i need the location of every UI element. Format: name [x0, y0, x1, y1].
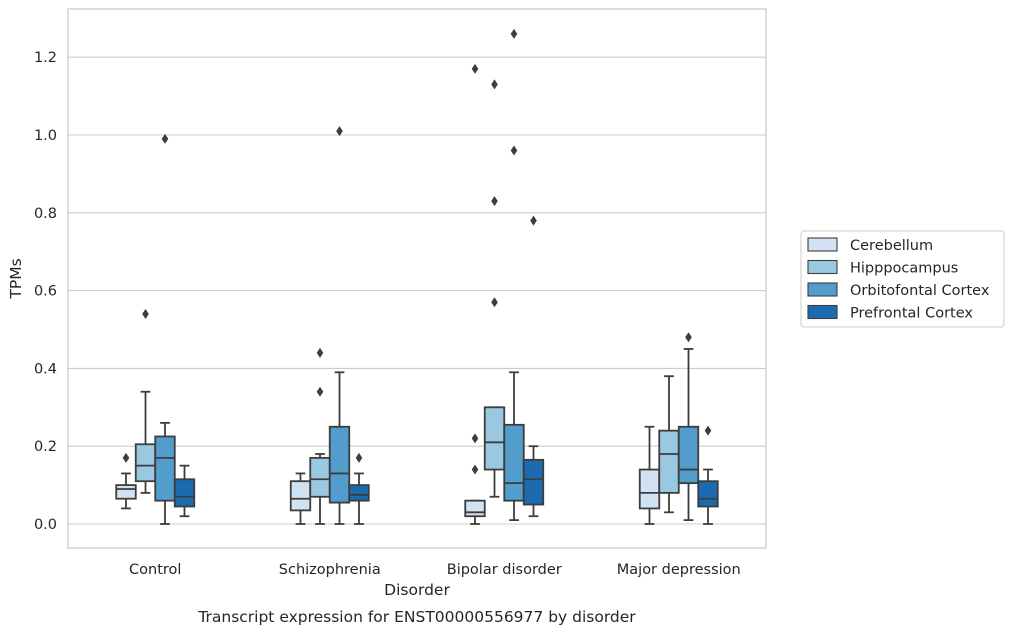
box-hipppocampus	[483, 79, 506, 498]
box-iqr	[348, 484, 370, 502]
y-tick-label: 0.4	[34, 361, 57, 377]
box-orbitofontal-cortex	[677, 332, 700, 522]
outlier-point	[336, 126, 343, 137]
box-iqr	[697, 480, 719, 508]
box-plot-series	[115, 28, 719, 525]
box-iqr	[658, 429, 680, 494]
outlier-point	[122, 452, 130, 463]
legend-items: Cerebellum Hipppocampus Orbitofontal Corte…	[807, 237, 990, 322]
outlier-point	[471, 433, 479, 444]
box-iqr	[115, 484, 137, 500]
box-prefrontal-cortex	[522, 215, 545, 518]
y-tick-label: 0.0	[34, 517, 57, 533]
x-tick-label: Control	[129, 562, 181, 578]
box-iqr	[677, 425, 700, 485]
box-cerebellum	[464, 63, 486, 525]
x-tick-label: Schizophrenia	[279, 562, 381, 578]
box-iqr	[173, 478, 196, 508]
legend-swatch	[807, 282, 838, 297]
x-axis-label: Disorder	[384, 581, 450, 599]
outlier-point	[704, 425, 712, 436]
box-hipppocampus	[134, 308, 157, 494]
outlier-point	[142, 308, 149, 319]
legend-swatch	[807, 259, 838, 275]
outlier-point	[316, 347, 324, 358]
y-axis-ticks: 0.0 0.2 0.4 0.6 0.8 1.0 1.2	[34, 50, 57, 533]
outlier-point	[510, 28, 518, 39]
box-prefrontal-cortex	[173, 464, 196, 518]
box-orbitofontal-cortex	[328, 126, 351, 525]
legend-label: Prefrontal Cortex	[850, 306, 973, 322]
box-orbitofontal-cortex	[503, 28, 525, 522]
y-tick-label: 1.0	[34, 128, 57, 144]
legend-swatch	[807, 237, 838, 252]
box-hipppocampus	[309, 347, 331, 525]
x-tick-label: Major depression	[617, 562, 741, 578]
box-iqr	[464, 499, 486, 518]
y-gridlines	[68, 56, 766, 525]
box-iqr	[638, 468, 661, 510]
outlier-point	[510, 145, 518, 156]
box-iqr	[503, 423, 525, 502]
outlier-point	[161, 133, 169, 144]
legend: Cerebellum Hipppocampus Orbitofontal Corte…	[800, 230, 1005, 328]
y-tick-label: 1.2	[34, 50, 57, 66]
outlier-point	[471, 464, 479, 475]
box-iqr	[483, 406, 506, 471]
outlier-point	[491, 297, 498, 308]
box-iqr	[154, 435, 176, 502]
outlier-point	[530, 215, 537, 226]
y-tick-label: 0.2	[34, 439, 57, 455]
outlier-point	[471, 63, 479, 74]
box-iqr	[134, 443, 157, 483]
box-hipppocampus	[658, 375, 680, 514]
chart-caption: Transcript expression for ENST0000055697…	[197, 608, 636, 626]
box-cerebellum	[638, 425, 661, 525]
legend-label: Cerebellum	[850, 238, 933, 254]
legend-swatch	[807, 304, 838, 320]
x-category-labels: Control Schizophrenia Bipolar disorder Majo…	[129, 562, 741, 578]
outlier-point	[491, 196, 498, 207]
legend-frame	[800, 230, 1005, 328]
y-axis-label: TPMs	[7, 258, 25, 299]
box-cerebellum	[289, 472, 312, 525]
box-orbitofontal-cortex	[154, 133, 176, 525]
box-iqr	[328, 425, 351, 504]
legend-label: Hipppocampus	[850, 261, 958, 277]
outlier-point	[491, 79, 498, 90]
box-iqr	[522, 458, 545, 506]
outlier-point	[685, 332, 692, 343]
box-iqr	[309, 456, 331, 498]
box-cerebellum	[115, 452, 137, 510]
y-tick-label: 0.8	[34, 206, 57, 222]
box-prefrontal-cortex	[697, 425, 719, 525]
x-tick-label: Bipolar disorder	[447, 562, 562, 578]
outlier-point	[355, 452, 363, 463]
y-tick-label: 0.6	[34, 284, 57, 300]
box-prefrontal-cortex	[348, 452, 370, 525]
legend-label: Orbitofontal Cortex	[850, 283, 990, 299]
outlier-point	[316, 386, 324, 397]
plot-frame	[67, 8, 767, 549]
box-iqr	[289, 480, 312, 512]
